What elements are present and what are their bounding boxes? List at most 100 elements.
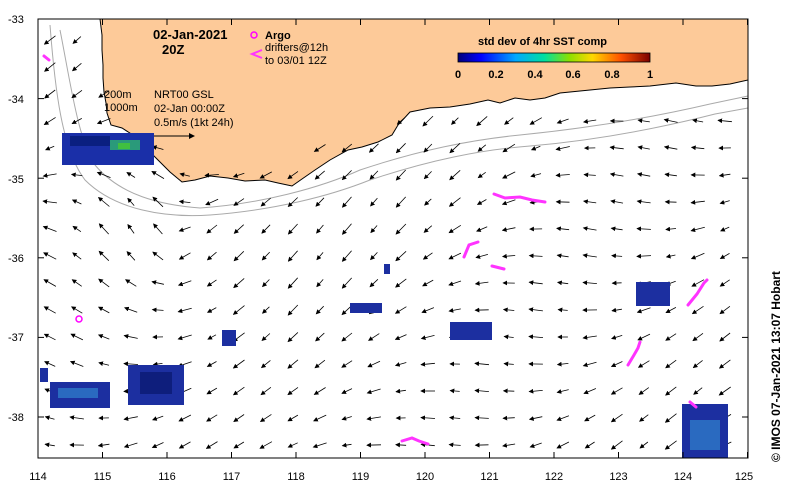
current-vector (584, 441, 595, 449)
current-vector (394, 362, 407, 367)
current-vector (583, 172, 596, 178)
current-vector (43, 252, 57, 260)
current-vector (341, 277, 352, 289)
current-vector (206, 361, 217, 367)
colorbar-tick: 0.8 (604, 69, 619, 81)
current-vector (43, 333, 56, 341)
isobath-1000m (49, 24, 749, 217)
current-vector (665, 307, 677, 313)
current-vector (665, 333, 677, 341)
colorbar-title: std dev of 4hr SST comp (478, 36, 607, 48)
lat-label: -34 (8, 94, 24, 106)
current-vector (72, 225, 82, 233)
current-vector (314, 170, 325, 180)
current-vector (528, 388, 543, 394)
current-vector (316, 279, 324, 288)
current-vector (476, 116, 488, 127)
current-vector (341, 170, 352, 181)
current-vector (556, 118, 569, 124)
current-vector (233, 278, 245, 289)
current-vector (341, 442, 352, 448)
current-vector (636, 307, 651, 314)
current-vector (72, 252, 82, 260)
current-vector (205, 198, 219, 206)
current-vector (691, 279, 705, 287)
current-vector (232, 386, 245, 396)
current-vector (423, 143, 433, 153)
current-vector (127, 223, 135, 234)
current-vector (502, 415, 515, 421)
current-vector (316, 224, 324, 234)
current-vector (178, 414, 192, 422)
plot-frame (37, 18, 749, 459)
current-vector (690, 252, 705, 260)
current-vector (395, 251, 407, 262)
current-vector (395, 223, 407, 235)
current-vector (206, 414, 218, 422)
current-vector (152, 196, 164, 208)
current-vector (341, 223, 352, 235)
current-vector (477, 144, 487, 152)
current-vector (233, 441, 245, 449)
axis-ticks (37, 18, 748, 458)
current-vector (315, 197, 325, 207)
current-vector (370, 197, 378, 207)
current-vector (582, 361, 597, 368)
current-vector (556, 415, 570, 422)
current-vector (287, 359, 299, 369)
current-vector (449, 388, 460, 394)
current-vector (717, 118, 732, 124)
current-vector (449, 170, 461, 181)
current-vector (422, 279, 434, 287)
current-vector (43, 306, 56, 314)
product-time-label: 02-Jan 00:00Z (154, 103, 225, 115)
current-vector (316, 252, 324, 261)
lon-label: 114 (29, 471, 47, 483)
current-vector (126, 172, 136, 178)
current-vector (370, 252, 378, 261)
current-vector (178, 441, 191, 449)
current-vector (528, 416, 543, 421)
current-vector (638, 387, 650, 395)
current-vector (502, 171, 516, 179)
colorbar-tick: 0.4 (527, 69, 543, 81)
current-vector (502, 143, 516, 153)
current-vector (341, 143, 353, 153)
current-vector (690, 226, 705, 233)
current-vector (504, 117, 514, 125)
current-vector (123, 442, 138, 449)
current-vector (152, 361, 163, 367)
current-vector (692, 332, 704, 342)
current-vector (179, 172, 190, 178)
drifter-legend-line1: drifters@12h (265, 42, 328, 54)
current-vector (474, 415, 489, 421)
current-vector (449, 415, 461, 421)
current-vector (44, 442, 55, 448)
current-vector (503, 334, 514, 340)
current-vector (663, 145, 678, 150)
current-vector (528, 334, 544, 340)
current-vector (719, 332, 731, 342)
current-vector (72, 36, 82, 44)
current-vector (395, 388, 406, 394)
current-vector (259, 171, 272, 179)
current-vector (287, 332, 299, 343)
colorbar-tick: 1 (647, 69, 653, 81)
current-vector (206, 387, 218, 395)
current-vector (366, 388, 381, 395)
current-vector (369, 279, 379, 288)
current-vector (719, 199, 730, 205)
drifter-legend-icon (249, 49, 263, 59)
lon-label: 115 (94, 471, 112, 483)
current-vector (97, 442, 110, 448)
current-vector (422, 115, 434, 127)
current-vector (98, 361, 110, 367)
current-vector (395, 143, 406, 154)
current-vector (71, 306, 83, 314)
lon-axis-labels: 114 115 116 117 118 119 120 121 122 123 … (29, 471, 753, 483)
current-vector (690, 145, 705, 151)
current-vector (177, 307, 192, 314)
current-vector (420, 361, 435, 367)
current-vector (287, 171, 299, 180)
